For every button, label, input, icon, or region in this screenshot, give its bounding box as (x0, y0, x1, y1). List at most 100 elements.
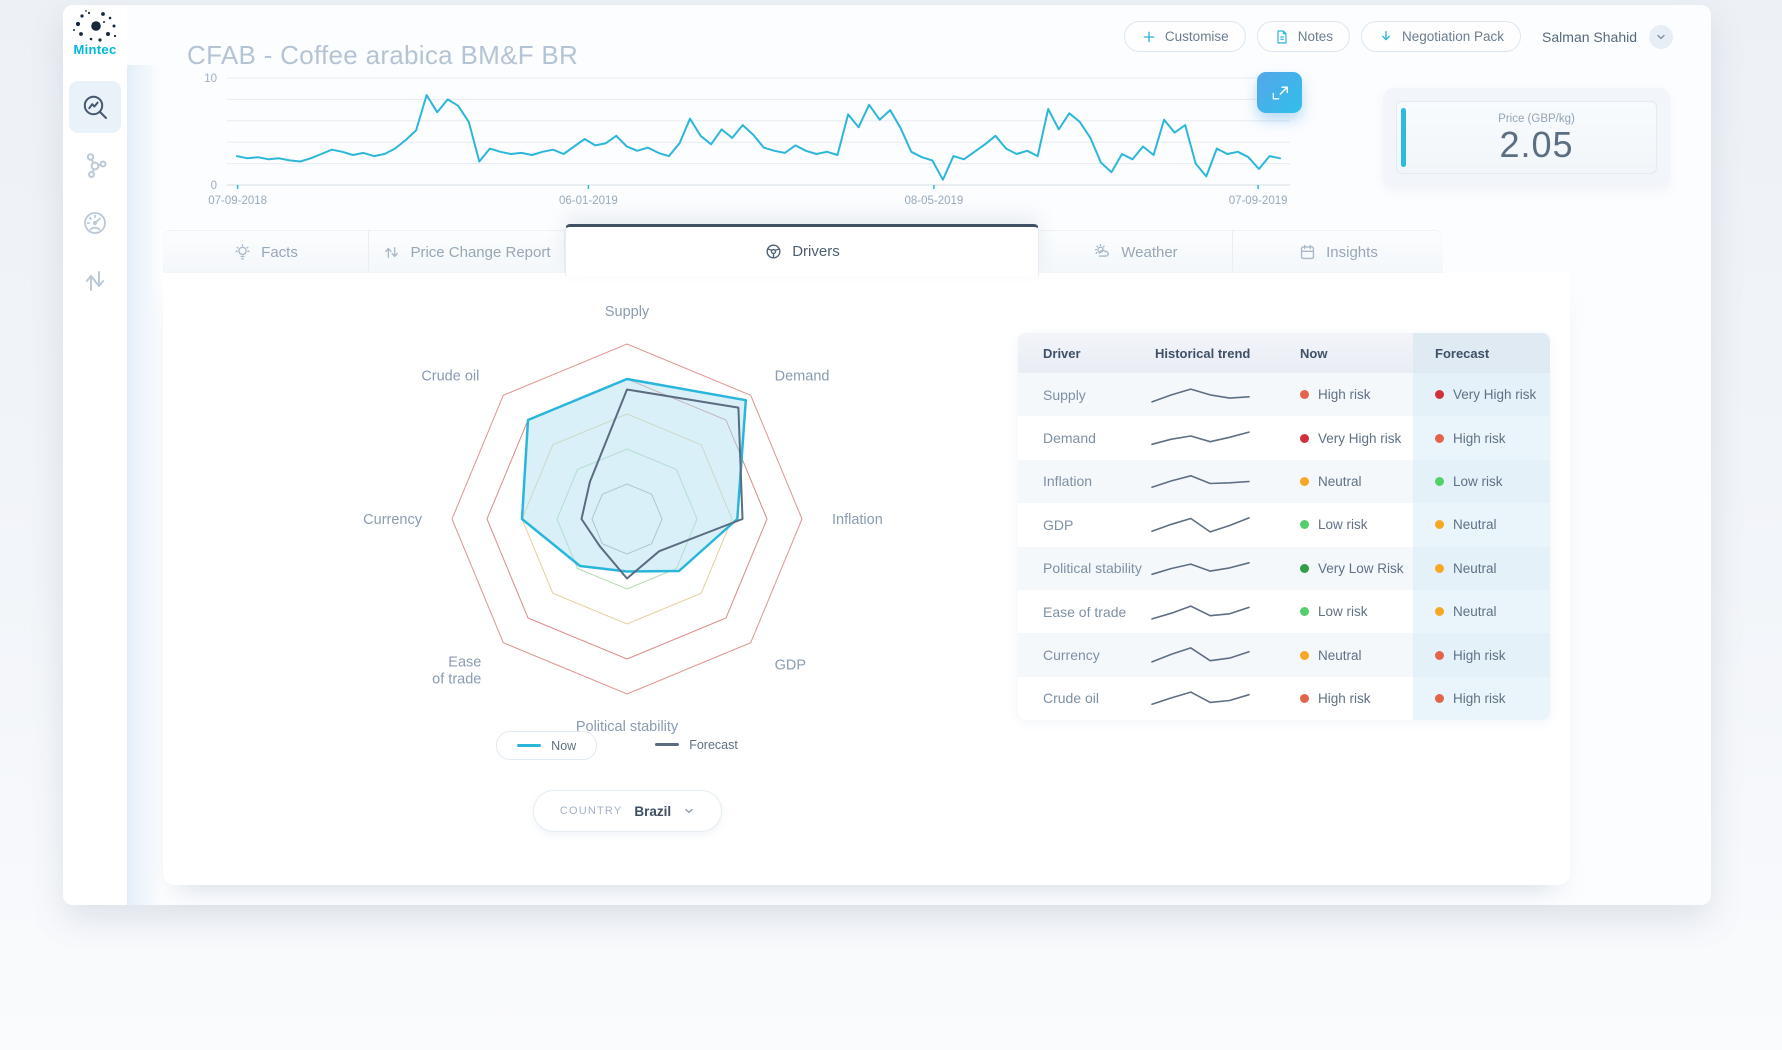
table-header: Driver Historical trend Now Forecast (1018, 333, 1550, 373)
drivers-radar-chart: Supply Demand Inflation GDP Political stabil… (363, 304, 883, 735)
tab-bar: Facts Price Change Report Drivers Weather In… (163, 224, 1443, 276)
forecast-risk: Neutral (1435, 590, 1497, 633)
risk-dot (1435, 520, 1444, 530)
button-label: Negotiation Pack (1401, 29, 1505, 44)
legend-item-forecast[interactable]: Forecast (635, 731, 758, 758)
header-actions: Customise Notes Negotiation Pack Salman Sh… (1123, 21, 1673, 52)
risk-dot (1300, 650, 1309, 660)
risk-label: High risk (1318, 690, 1371, 706)
risk-label: Low risk (1318, 517, 1368, 533)
column-header-historical-trend: Historical trend (1155, 345, 1251, 361)
sidebar-item-swap-arrows[interactable] (69, 255, 121, 307)
tab-weather[interactable]: Weather (1038, 230, 1233, 273)
plus-icon (1141, 29, 1157, 45)
radar-axis-label-crude-oil: Crude oil (421, 368, 479, 384)
radar-axis-label-gdp: GDP (775, 658, 806, 674)
risk-dot (1435, 693, 1444, 703)
forecast-column-highlight (1413, 333, 1550, 373)
now-risk: Very Low Risk (1300, 547, 1404, 590)
legend-item-now[interactable]: Now (496, 731, 598, 760)
sidebar-gradient-strip (127, 65, 165, 905)
column-header-forecast: Forecast (1435, 345, 1490, 361)
tab-facts[interactable]: Facts (163, 230, 370, 273)
risk-dot (1300, 433, 1309, 443)
risk-label: Low risk (1453, 473, 1503, 489)
notes-button[interactable]: Notes (1256, 21, 1350, 52)
chevron-down-icon[interactable] (1649, 24, 1673, 49)
country-select[interactable]: COUNTRY Brazil (533, 790, 722, 832)
now-risk: Low risk (1300, 590, 1368, 633)
risk-label: Very High risk (1318, 430, 1402, 446)
risk-dot (1300, 693, 1309, 703)
sidebar: Mintec (63, 5, 127, 905)
risk-dot (1435, 476, 1444, 486)
radar-series-now (520, 377, 748, 573)
sidebar-item-molecule[interactable] (69, 139, 121, 191)
risk-label: Neutral (1318, 647, 1362, 663)
risk-dot (1435, 563, 1444, 573)
svg-text:10: 10 (204, 73, 217, 85)
brand-name: Mintec (73, 42, 117, 57)
price-line-svg[interactable]: 10 0 07-09-2018 06-01-2019 08-05-2019 07-09-2… (190, 60, 1370, 210)
brand-logo[interactable]: Mintec (67, 8, 123, 64)
now-risk: Neutral (1300, 460, 1362, 503)
risk-label: Very High risk (1453, 387, 1537, 403)
tab-label: Weather (1121, 243, 1178, 261)
tab-insights[interactable]: Insights (1232, 230, 1443, 273)
driver-name: Inflation (1043, 473, 1093, 490)
radar-axis-label-political-stability: Political stability (576, 719, 679, 735)
legend-swatch (517, 743, 542, 748)
expand-icon (1272, 86, 1288, 99)
radar-axis-label-ease-of-trade: Ease of trade (432, 655, 481, 688)
price-change-icon (382, 243, 401, 262)
steering-wheel-icon (764, 242, 783, 261)
historical-trend-sparkline (1148, 416, 1253, 459)
historical-trend-sparkline (1148, 373, 1253, 416)
tab-price-change-report[interactable]: Price Change Report (369, 230, 565, 273)
driver-name: Supply (1043, 386, 1086, 403)
risk-dot (1300, 607, 1309, 617)
price-card: Price (GBP/kg) 2.05 (1383, 88, 1670, 187)
table-row-ease-of-trade: Ease of trade Low risk Neutral (1018, 589, 1550, 634)
historical-trend-sparkline (1148, 460, 1253, 503)
customise-button[interactable]: Customise (1123, 21, 1246, 52)
column-header-now: Now (1300, 345, 1328, 361)
legend-label: Forecast (689, 737, 738, 752)
radar-axis-label-currency: Currency (363, 512, 423, 528)
risk-label: Neutral (1453, 560, 1497, 576)
table-row-demand: Demand Very High risk High risk (1018, 416, 1550, 460)
svg-text:0: 0 (211, 180, 217, 192)
negotiation-pack-button[interactable]: Negotiation Pack (1360, 21, 1522, 52)
now-risk: High risk (1300, 677, 1371, 720)
country-select-label: COUNTRY (559, 805, 623, 817)
tab-label: Insights (1326, 243, 1378, 261)
risk-dot (1435, 433, 1444, 443)
risk-label: High risk (1318, 387, 1371, 403)
risk-label: Neutral (1318, 473, 1362, 489)
lightbulb-icon (233, 243, 252, 262)
historical-trend-sparkline (1148, 633, 1253, 676)
risk-dot (1300, 390, 1309, 400)
driver-name: Political stability (1043, 560, 1142, 577)
expand-chart-button[interactable] (1257, 72, 1302, 113)
download-icon (1378, 29, 1394, 45)
price-accent-bar (1401, 108, 1406, 167)
weather-icon (1093, 243, 1112, 262)
logo-dots-icon (73, 10, 117, 42)
sidebar-item-gauge[interactable] (69, 197, 121, 249)
table-row-currency: Currency Neutral High risk (1018, 633, 1550, 677)
price-history-chart[interactable]: 10 0 07-09-2018 06-01-2019 08-05-2019 07-09-2… (190, 60, 1370, 210)
tab-drivers[interactable]: Drivers (564, 224, 1039, 276)
risk-label: Neutral (1453, 604, 1497, 620)
risk-dot (1435, 650, 1444, 660)
historical-trend-sparkline (1148, 503, 1253, 546)
sidebar-nav (63, 75, 127, 313)
table-row-inflation: Inflation Neutral Low risk (1018, 459, 1550, 504)
sidebar-item-search-trend[interactable] (69, 81, 121, 133)
driver-name: Currency (1043, 647, 1100, 664)
now-risk: Neutral (1300, 633, 1362, 676)
risk-label: High risk (1453, 647, 1506, 663)
risk-label: High risk (1453, 690, 1506, 706)
historical-trend-sparkline (1148, 547, 1253, 590)
user-menu[interactable]: Salman Shahid (1542, 24, 1673, 49)
